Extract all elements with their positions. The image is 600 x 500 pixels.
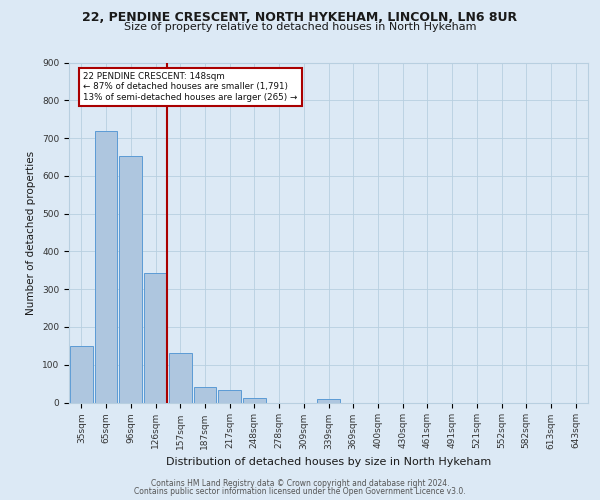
Text: Contains HM Land Registry data © Crown copyright and database right 2024.: Contains HM Land Registry data © Crown c… — [151, 478, 449, 488]
Bar — [119, 156, 142, 402]
X-axis label: Distribution of detached houses by size in North Hykeham: Distribution of detached houses by size … — [166, 457, 491, 467]
Text: Size of property relative to detached houses in North Hykeham: Size of property relative to detached ho… — [124, 22, 476, 32]
Bar — [144, 273, 167, 402]
Y-axis label: Number of detached properties: Number of detached properties — [26, 150, 37, 314]
Text: Contains public sector information licensed under the Open Government Licence v3: Contains public sector information licen… — [134, 487, 466, 496]
Bar — [317, 400, 340, 402]
Bar — [194, 386, 216, 402]
Bar — [95, 132, 118, 402]
Text: 22 PENDINE CRESCENT: 148sqm
← 87% of detached houses are smaller (1,791)
13% of : 22 PENDINE CRESCENT: 148sqm ← 87% of det… — [83, 72, 298, 102]
Bar — [218, 390, 241, 402]
Bar — [243, 398, 266, 402]
Text: 22, PENDINE CRESCENT, NORTH HYKEHAM, LINCOLN, LN6 8UR: 22, PENDINE CRESCENT, NORTH HYKEHAM, LIN… — [82, 11, 518, 24]
Bar — [169, 354, 191, 403]
Bar — [70, 346, 93, 403]
